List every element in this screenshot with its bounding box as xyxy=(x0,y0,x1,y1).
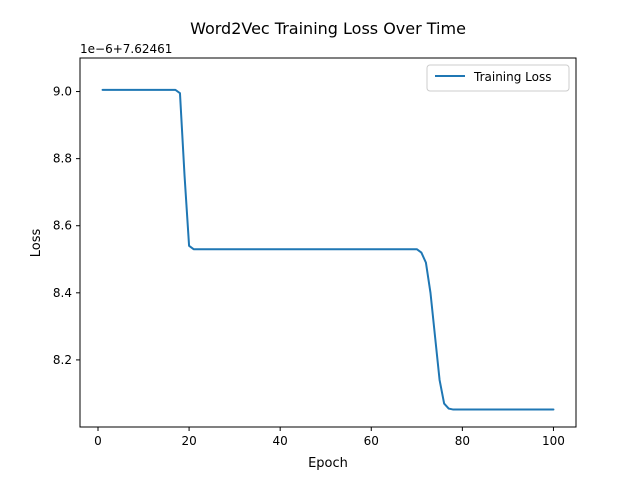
y-axis: 8.2 8.4 8.6 8.8 9.0 xyxy=(53,85,80,367)
legend-box xyxy=(426,64,570,92)
y-offset-text: 1e−6+7.62461 xyxy=(80,42,172,56)
y-tick-label: 9.0 xyxy=(53,85,72,99)
x-tick-label: 100 xyxy=(542,434,565,448)
chart-title: Word2Vec Training Loss Over Time xyxy=(190,19,466,38)
y-tick-label: 8.2 xyxy=(53,353,72,367)
y-tick-label: 8.4 xyxy=(53,286,72,300)
series-line-training-loss xyxy=(101,88,555,411)
x-tick-label: 40 xyxy=(273,434,288,448)
y-axis-label: Loss xyxy=(29,229,44,258)
plot-frame xyxy=(79,57,577,428)
x-axis-label: Epoch xyxy=(308,456,348,471)
legend-label-training-loss: Training Loss xyxy=(473,70,551,84)
legend: Training Loss xyxy=(426,64,570,92)
x-tick-label: 0 xyxy=(94,434,102,448)
y-tick-label: 8.8 xyxy=(53,152,72,166)
plot-area xyxy=(101,88,555,411)
x-tick-label: 80 xyxy=(455,434,470,448)
x-tick-label: 20 xyxy=(181,434,196,448)
x-tick-label: 60 xyxy=(364,434,379,448)
x-axis: 0 20 40 60 80 100 xyxy=(94,427,565,448)
y-tick-label: 8.6 xyxy=(53,219,72,233)
